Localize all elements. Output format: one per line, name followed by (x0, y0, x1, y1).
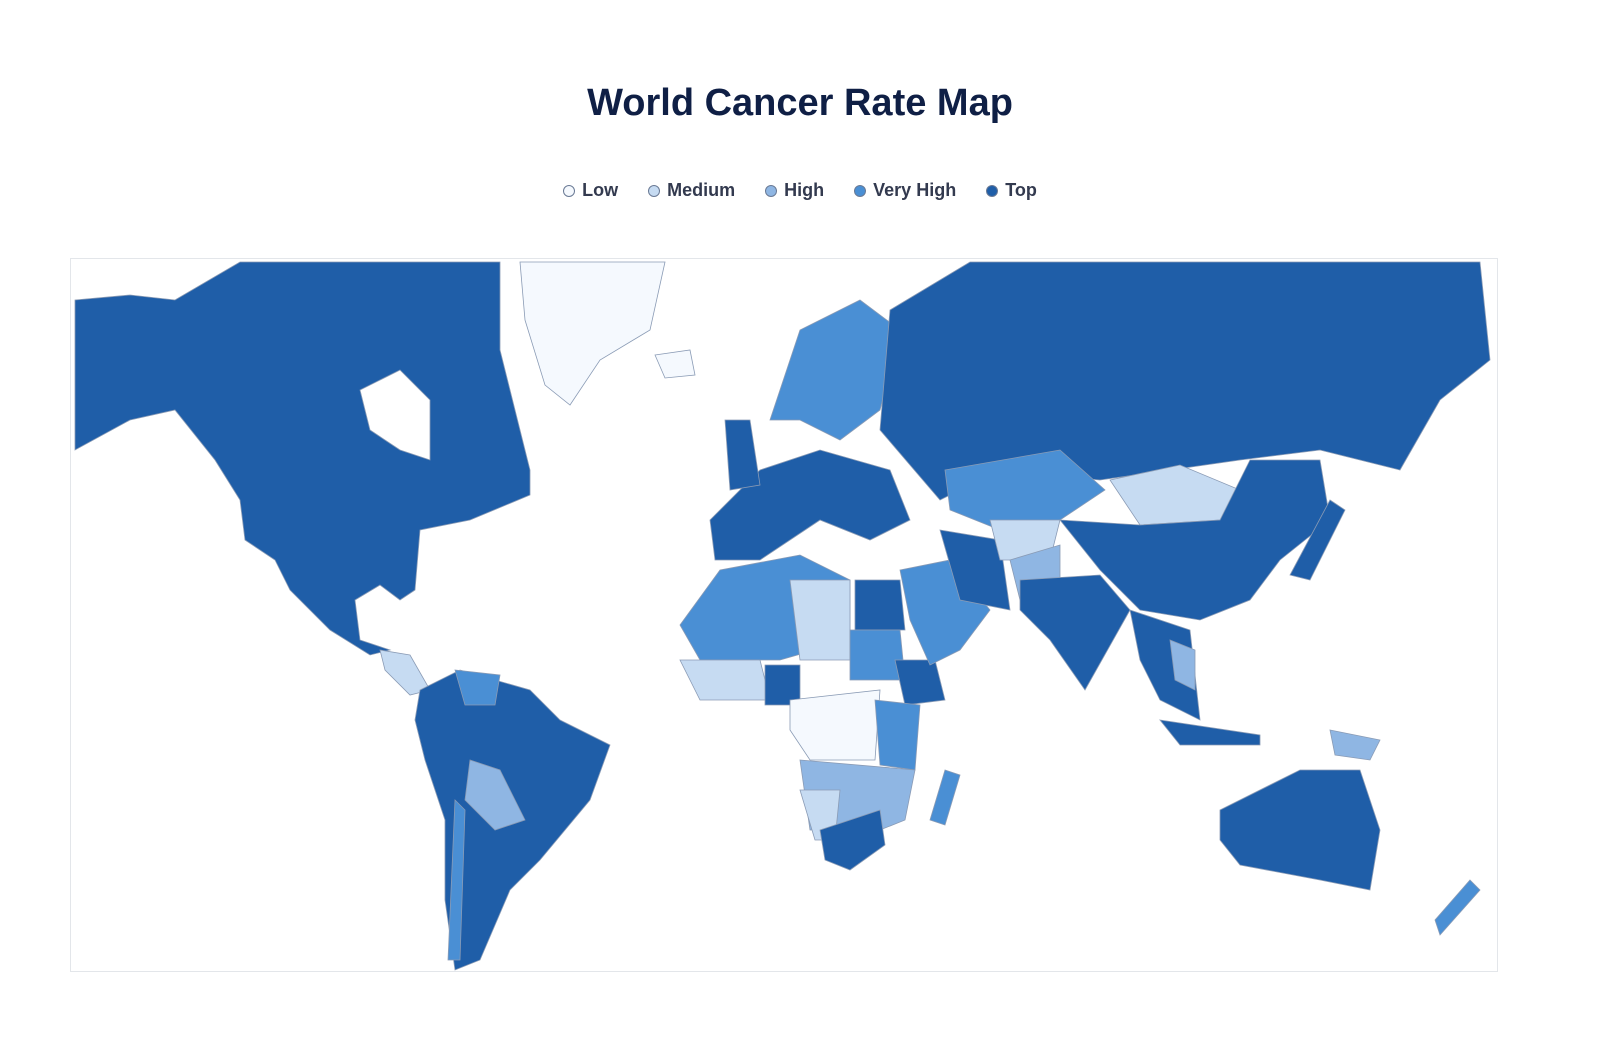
country-region[interactable] (654, 349, 696, 379)
country-region[interactable] (447, 799, 466, 961)
regions (74, 261, 1491, 971)
legend-label: Top (1005, 180, 1037, 200)
country-region[interactable] (359, 369, 431, 461)
legend-label: Medium (667, 180, 736, 200)
country-region[interactable] (1169, 639, 1196, 691)
legend: Low Medium High Very High Top (0, 180, 1600, 201)
legend-label: Low (582, 180, 619, 200)
country-region[interactable] (1434, 879, 1481, 936)
country-region[interactable] (1219, 769, 1381, 891)
country-region[interactable] (874, 699, 921, 771)
country-region[interactable] (849, 629, 906, 681)
legend-marker (854, 184, 867, 197)
country-region[interactable] (1289, 499, 1346, 581)
legend-item[interactable]: High (765, 180, 824, 201)
country-region[interactable] (789, 689, 881, 761)
country-region[interactable] (1129, 609, 1201, 721)
country-region[interactable] (1329, 729, 1381, 761)
legend-item[interactable]: Medium (648, 180, 735, 201)
legend-marker (563, 184, 576, 197)
legend-marker (986, 184, 999, 197)
country-region[interactable] (74, 261, 531, 656)
legend-item[interactable]: Low (563, 180, 618, 201)
legend-label: Very High (873, 180, 957, 200)
map-title: World Cancer Rate Map (587, 82, 1013, 124)
legend-marker (648, 184, 661, 197)
country-region[interactable] (879, 261, 1491, 501)
country-region[interactable] (894, 659, 946, 706)
legend-item[interactable]: Very High (854, 180, 956, 201)
country-region[interactable] (464, 759, 526, 831)
legend-marker (765, 184, 778, 197)
country-region[interactable] (789, 579, 851, 661)
legend-label: High (784, 180, 825, 200)
country-region[interactable] (854, 579, 906, 631)
country-region[interactable] (819, 809, 886, 871)
country-region[interactable] (929, 769, 961, 826)
country-region[interactable] (709, 449, 911, 561)
legend-item[interactable]: Top (986, 180, 1037, 201)
country-region[interactable] (764, 664, 801, 706)
country-region[interactable] (1159, 719, 1261, 746)
country-region[interactable] (454, 669, 501, 706)
country-region[interactable] (724, 419, 761, 491)
country-region[interactable] (519, 261, 666, 406)
country-region[interactable] (1059, 459, 1331, 621)
country-region[interactable] (939, 529, 1011, 611)
country-region[interactable] (1019, 574, 1131, 691)
